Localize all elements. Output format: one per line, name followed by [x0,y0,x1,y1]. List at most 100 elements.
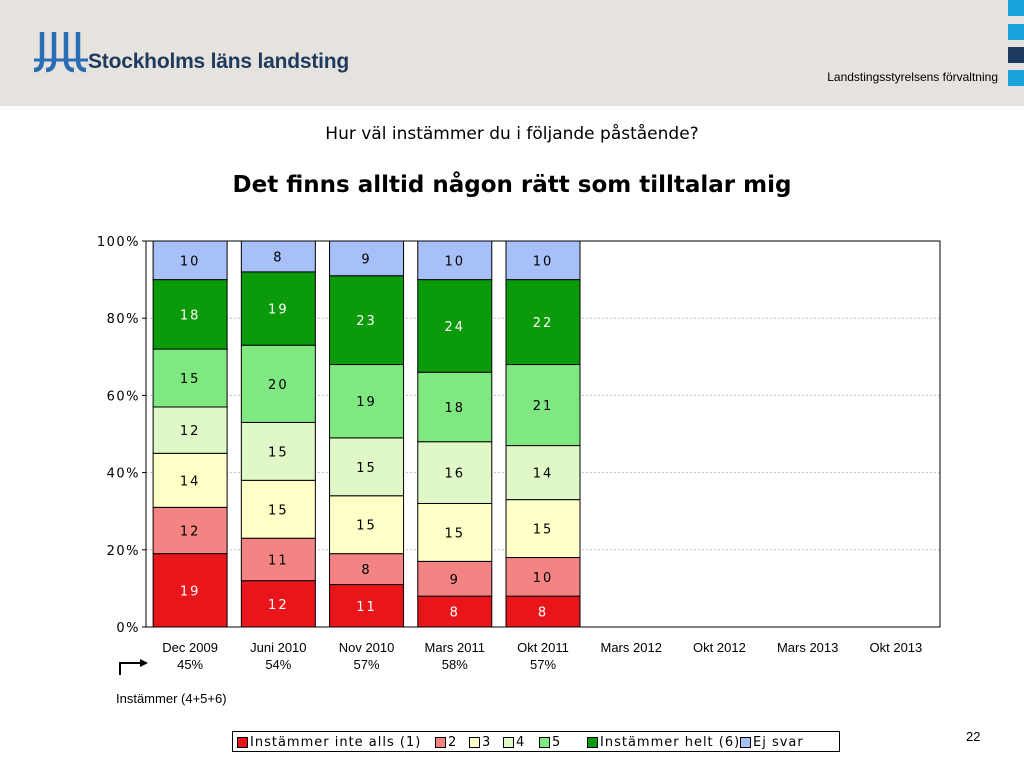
x-tick-label: Okt 2011 [517,640,569,655]
bar-segment [417,441,493,504]
bar-segment [505,279,581,366]
legend-swatch [539,736,550,748]
side-square [1008,47,1024,63]
data-label: 18 [180,308,201,323]
data-label: 10 [445,254,466,269]
sll-logo [34,32,88,73]
org-name: Stockholms läns landsting [88,50,350,73]
legend-label: 2 [448,734,458,750]
bar-segment [240,271,316,346]
y-tick-label: 80% [107,312,140,327]
bar-segment [505,364,581,447]
data-label: 15 [445,526,466,541]
legend-swatch [503,736,514,748]
bar-segment [329,275,405,366]
data-label: 8 [361,563,371,578]
bar-segment [417,595,493,628]
legend-label: 3 [482,734,492,750]
legend-item: 5 [539,734,561,750]
bar-segment [240,537,316,582]
data-label: 8 [538,606,548,621]
data-label: 9 [450,573,460,588]
y-tick-label: 100% [97,235,140,250]
bar-segment [417,279,493,373]
y-tick-label: 0% [116,621,140,636]
legend-swatch [237,736,248,748]
bar-segment [329,553,405,586]
bar-segment [329,495,405,555]
x-sublabel: 54% [265,657,291,672]
data-label: 9 [361,252,371,267]
data-label: 11 [356,600,377,615]
data-label: 12 [268,598,289,613]
x-tick-label: Okt 2012 [693,640,746,655]
x-tick-label: Mars 2011 [425,640,485,655]
legend-label: Instämmer inte alls (1) [250,734,422,750]
bar-segment [152,348,228,408]
legend-item: 2 [435,734,457,750]
side-squares [1008,0,1024,90]
agree-note: Instämmer (4+5+6) [116,691,227,706]
legend-label: 5 [552,734,562,750]
bar-segment [240,344,316,423]
data-label: 23 [356,314,377,329]
bar-segment [152,406,228,454]
arrow-head [140,659,148,667]
side-square [1008,24,1024,40]
bar-segment [329,240,405,277]
bar-segment [417,371,493,443]
question-text: Hur väl instämmer du i följande påståend… [325,124,699,144]
bar-segment [152,279,228,350]
data-label: 20 [268,378,289,393]
data-label: 22 [533,316,554,331]
y-tick-label: 60% [107,389,140,404]
legend-item: 3 [469,734,491,750]
stacked-bar-chart: 0% 20% 40% 60% 80% 100% 19 12 14 12 15 18 10 Dec 2009… [97,235,941,675]
data-label: 10 [533,254,554,269]
bar-segment [240,240,316,273]
data-label: 18 [445,401,466,416]
legend-label: 4 [516,734,526,750]
x-tick-label: Nov 2010 [339,640,395,655]
data-label: 10 [533,571,554,586]
bar-segment [329,364,405,439]
x-tick-label: Juni 2010 [250,640,306,655]
legend-label: Ej svar [753,734,804,750]
arrow-line [119,662,140,675]
bar-segment [329,437,405,497]
data-label: 8 [450,606,460,621]
plot-border [145,240,941,628]
legend-item: Instämmer helt (6) [587,734,740,750]
x-tick-label: Dec 2009 [162,640,218,655]
data-label: 16 [445,467,466,482]
legend-item: Ej svar [740,734,804,750]
page-number: 22 [966,729,981,744]
legend-swatch [587,736,598,748]
side-square [1008,70,1024,86]
x-sublabel: 45% [177,657,203,672]
bar-segment [417,502,493,562]
data-label: 12 [180,424,201,439]
department-name: Landstingsstyrelsens förvaltning [827,70,998,84]
bar-segment [152,240,228,281]
legend-swatch [435,736,446,748]
legend-label: Instämmer helt (6) [600,734,741,750]
x-tick-label: Okt 2013 [870,640,923,655]
bar-segment [240,479,316,539]
data-label: 19 [180,584,201,599]
bar-segment [505,499,581,559]
legend-swatch [740,736,751,748]
y-tick-label: 20% [107,544,140,559]
data-label: 14 [180,474,201,489]
data-label: 8 [273,250,283,265]
bar-segment [505,557,581,597]
header-band: Stockholms läns landsting Landstingsstyr… [0,0,1024,106]
data-label: 15 [268,445,289,460]
data-label: 15 [268,503,289,518]
x-tick-label: Mars 2013 [777,640,838,655]
data-label: 19 [356,395,377,410]
data-label: 24 [445,320,466,335]
bar-segment [417,240,493,281]
data-label: 11 [268,553,289,568]
x-sublabel: 57% [354,657,380,672]
